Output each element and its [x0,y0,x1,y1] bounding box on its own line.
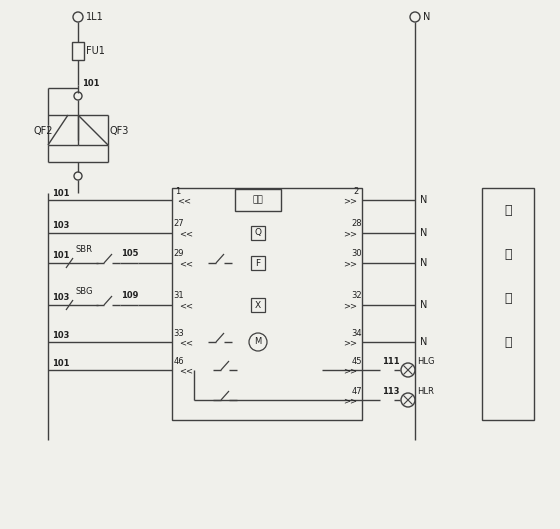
Text: 1: 1 [175,187,181,196]
Text: 103: 103 [52,331,69,340]
Text: 烟柜: 烟柜 [253,196,263,205]
Text: 105: 105 [121,250,138,259]
Text: 101: 101 [52,188,69,197]
Text: HLG: HLG [417,357,435,366]
Text: >>: >> [343,397,357,406]
Text: 103: 103 [52,294,69,303]
Text: 制: 制 [504,248,512,260]
Text: <<: << [179,230,193,239]
Text: 31: 31 [174,291,184,300]
Text: 1L1: 1L1 [86,12,104,22]
Text: Q: Q [254,229,262,238]
Text: 101: 101 [52,251,69,260]
Text: 103: 103 [52,222,69,231]
Text: 控: 控 [504,204,512,216]
Text: QF3: QF3 [110,126,129,136]
Text: <<: << [179,302,193,311]
Bar [482,188,534,420]
Text: 27: 27 [174,220,184,229]
Text: 33: 33 [174,329,184,338]
Bar [251,256,265,270]
Text: <<: << [177,196,191,205]
Text: >>: >> [343,230,357,239]
Text: SBR: SBR [76,244,93,253]
Text: 28: 28 [352,220,362,229]
Text: 101: 101 [52,359,69,368]
Text: <<: << [179,260,193,269]
Text: 回: 回 [504,291,512,305]
Text: >>: >> [343,196,357,205]
Text: F: F [255,259,260,268]
Text: 113: 113 [382,388,399,397]
Text: FU1: FU1 [86,46,105,56]
Text: >>: >> [343,367,357,376]
Text: 29: 29 [174,250,184,259]
Bar [251,226,265,240]
Bar [251,298,265,312]
Text: >>: >> [343,339,357,348]
Text: 2: 2 [353,187,358,196]
Text: 32: 32 [352,291,362,300]
Text: M: M [254,338,262,346]
Text: N: N [420,195,427,205]
Text: 45: 45 [352,357,362,366]
Text: SBG: SBG [76,287,94,296]
Text: <<: << [179,339,193,348]
Text: 47: 47 [352,387,362,396]
Bar [72,42,84,60]
Text: 109: 109 [121,291,138,300]
Text: N: N [420,337,427,347]
Bar [172,188,362,420]
Text: N: N [420,300,427,310]
Bar [235,189,281,211]
Text: 30: 30 [352,250,362,259]
Text: >>: >> [343,302,357,311]
Text: QF2: QF2 [34,126,54,136]
Text: <<: << [179,367,193,376]
Text: >>: >> [343,260,357,269]
Text: N: N [420,228,427,238]
Text: 111: 111 [382,358,400,367]
Text: 路: 路 [504,335,512,349]
Text: 46: 46 [174,357,184,366]
Text: N: N [420,258,427,268]
Text: HLR: HLR [417,387,434,396]
Text: 34: 34 [352,329,362,338]
Text: 101: 101 [82,78,100,87]
Text: N: N [423,12,431,22]
Text: X: X [255,300,261,309]
